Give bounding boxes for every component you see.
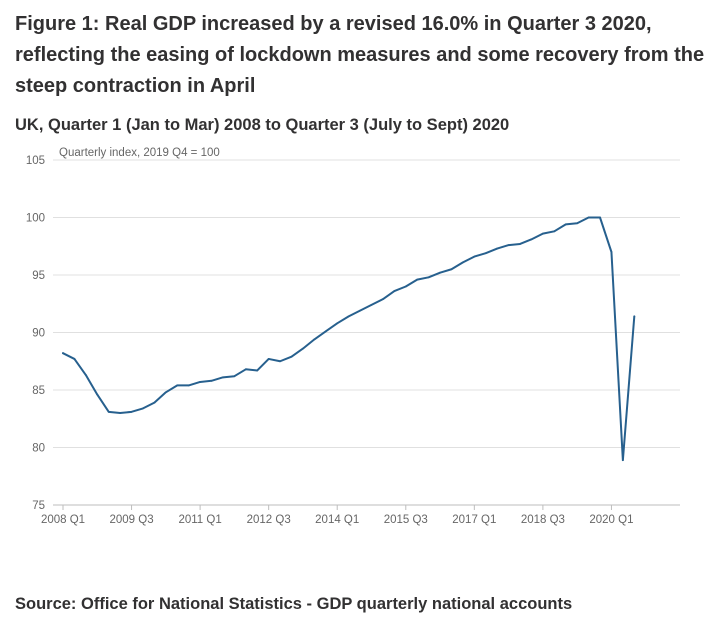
data-point bbox=[370, 304, 373, 306]
data-point bbox=[267, 358, 270, 360]
data-point bbox=[222, 376, 224, 379]
source-note: Source: Office for National Statistics -… bbox=[15, 595, 573, 613]
y-tick-label: 85 bbox=[32, 385, 45, 397]
x-tick-label: 2017 Q1 bbox=[452, 514, 496, 526]
y-axis-label: Quarterly index, 2019 Q4 = 100 bbox=[59, 147, 220, 159]
x-tick-label: 2008 Q1 bbox=[41, 514, 85, 526]
data-point bbox=[633, 315, 636, 318]
data-point bbox=[290, 355, 293, 358]
data-point bbox=[621, 459, 624, 462]
data-point bbox=[393, 290, 396, 292]
data-point bbox=[416, 278, 419, 281]
x-tick-label: 2020 Q1 bbox=[589, 514, 633, 526]
data-point bbox=[439, 271, 441, 274]
data-point bbox=[450, 268, 453, 271]
data-point bbox=[576, 222, 579, 225]
data-point bbox=[142, 407, 144, 410]
data-point bbox=[484, 252, 487, 255]
data-point bbox=[62, 352, 64, 355]
data-point bbox=[84, 374, 87, 376]
x-tick-label: 2009 Q3 bbox=[109, 514, 153, 526]
x-tick-label: 2011 Q1 bbox=[178, 514, 221, 526]
y-tick-label: 75 bbox=[32, 500, 45, 512]
data-point bbox=[599, 216, 601, 219]
y-axis-ticks: 75 80 85 90 95 100 105 bbox=[26, 155, 45, 512]
data-point bbox=[210, 379, 213, 382]
data-point bbox=[119, 412, 122, 414]
y-tick-label: 80 bbox=[32, 443, 45, 455]
series-line-real-gdp bbox=[62, 216, 636, 462]
data-point bbox=[610, 251, 613, 253]
x-tick-label: 2015 Q3 bbox=[384, 514, 428, 526]
data-point bbox=[244, 368, 247, 371]
x-tick-label: 2014 Q1 bbox=[315, 514, 359, 526]
data-point bbox=[302, 347, 304, 350]
data-point bbox=[382, 298, 384, 301]
data-point bbox=[530, 238, 533, 241]
data-point bbox=[359, 309, 361, 312]
data-point bbox=[176, 384, 179, 387]
gdp-line-chart: 75 80 85 90 95 100 105 Quarterly index, 2019 Q… bbox=[26, 147, 680, 526]
data-point bbox=[347, 315, 350, 318]
grid-lines bbox=[53, 159, 680, 448]
data-point bbox=[473, 255, 476, 258]
data-point bbox=[541, 232, 544, 235]
y-tick-label: 90 bbox=[32, 328, 45, 340]
data-point bbox=[404, 285, 407, 288]
x-axis-ticks: 2008 Q1 2009 Q3 2011 Q1 2012 Q3 2014 Q1 2015 … bbox=[41, 505, 634, 526]
data-point bbox=[553, 230, 556, 233]
data-point bbox=[336, 322, 339, 325]
data-point bbox=[496, 247, 499, 250]
data-point bbox=[96, 393, 99, 396]
data-point bbox=[73, 358, 76, 360]
y-tick-label: 100 bbox=[26, 213, 45, 225]
data-point bbox=[164, 391, 167, 394]
data-point bbox=[199, 381, 202, 383]
data-point bbox=[130, 410, 133, 413]
y-tick-label: 95 bbox=[32, 270, 45, 282]
data-point bbox=[233, 375, 236, 378]
data-point bbox=[519, 243, 521, 245]
data-point bbox=[587, 216, 590, 219]
data-point bbox=[507, 244, 510, 247]
data-point bbox=[187, 384, 190, 387]
data-points bbox=[62, 216, 636, 462]
data-point bbox=[313, 338, 316, 341]
data-point bbox=[462, 261, 464, 264]
data-point bbox=[427, 276, 430, 279]
data-point bbox=[564, 223, 567, 226]
x-tick-label: 2012 Q3 bbox=[247, 514, 291, 526]
y-tick-label: 105 bbox=[26, 155, 45, 167]
chart-title: Figure 1: Real GDP increased by a revise… bbox=[15, 13, 705, 97]
chart-subtitle: UK, Quarter 1 (Jan to Mar) 2008 to Quart… bbox=[15, 116, 510, 134]
data-point bbox=[153, 401, 156, 404]
x-tick-label: 2018 Q3 bbox=[521, 514, 565, 526]
data-point bbox=[324, 330, 327, 333]
data-point bbox=[279, 360, 281, 363]
data-point bbox=[256, 369, 259, 372]
data-point bbox=[107, 410, 110, 413]
